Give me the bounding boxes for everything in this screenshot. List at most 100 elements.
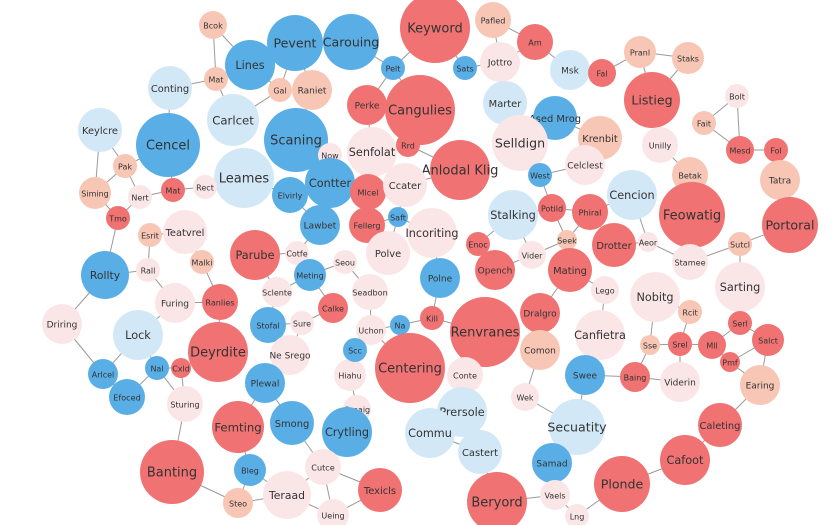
node-label: Crytling — [325, 426, 369, 439]
node-circle — [245, 363, 285, 403]
node: Cencel — [136, 113, 200, 177]
node: Hiahu — [334, 359, 366, 391]
node: Mll — [698, 331, 726, 359]
node-circle — [549, 399, 605, 455]
node-circle — [640, 335, 660, 355]
node-label: Raniet — [298, 87, 327, 97]
node-label: Lines — [235, 59, 264, 72]
node-label: Furing — [161, 300, 189, 310]
node: Lock — [113, 310, 163, 360]
node-label: Cafoot — [667, 454, 704, 467]
node-circle — [190, 250, 214, 274]
node: Conting — [148, 66, 192, 110]
node-circle — [538, 194, 566, 222]
node-label: Meting — [296, 272, 323, 281]
node-circle — [290, 311, 314, 335]
node-circle — [405, 408, 455, 458]
node-circle — [668, 332, 692, 356]
node-label: Cotfe — [286, 250, 307, 259]
node: Deyrdite — [188, 322, 248, 382]
node: Jottro — [480, 42, 520, 82]
node-circle — [212, 401, 264, 453]
node-label: Sarting — [720, 281, 760, 294]
node: Arlcel — [88, 359, 118, 389]
node: Wek — [511, 383, 539, 411]
node: Marter — [483, 81, 527, 125]
node: Fait — [692, 111, 716, 135]
node-label: Elvirly — [278, 191, 303, 201]
node: Gal — [268, 78, 292, 102]
node-label: Castert — [462, 448, 498, 459]
node: Leames — [214, 148, 274, 208]
node-label: Wek — [517, 394, 534, 403]
node-label: Fol — [770, 147, 781, 156]
node-label: Beryord — [471, 496, 522, 511]
node-label: Canfietra — [574, 329, 626, 342]
node: Mat — [204, 67, 228, 91]
node-label: Rect — [196, 184, 214, 193]
node: Perke — [347, 85, 387, 125]
node: Lines — [225, 40, 275, 90]
node-circle — [317, 499, 349, 525]
node-label: Driring — [47, 321, 78, 331]
node-label: Nobitg — [636, 291, 673, 304]
node-circle — [161, 178, 185, 202]
node-circle — [81, 251, 129, 299]
node-circle — [343, 338, 367, 362]
node: Parube — [230, 230, 280, 280]
node: Baing — [620, 362, 650, 392]
node-label: Plewal — [251, 380, 280, 390]
node-circle — [204, 67, 228, 91]
node-label: Msk — [561, 67, 579, 77]
node-label: Saft — [390, 214, 406, 223]
node-label: Polve — [375, 249, 401, 260]
node: Drotter — [592, 223, 636, 267]
node: Unilly — [642, 127, 678, 163]
node-circle — [726, 136, 754, 164]
node-circle — [762, 197, 818, 253]
node-circle — [447, 357, 483, 393]
node-circle — [672, 244, 708, 280]
node-label: Calke — [322, 305, 344, 314]
node-circle — [358, 468, 402, 512]
node-label: Ased Mrog — [529, 114, 581, 125]
node-circle — [575, 310, 625, 360]
node: Banting — [140, 440, 204, 504]
node: Pranl — [624, 36, 656, 68]
node-circle — [347, 85, 387, 125]
node: Celclest — [565, 145, 605, 185]
node-label: Opench — [478, 267, 513, 277]
node-circle — [672, 42, 704, 74]
node-label: Comon — [524, 347, 556, 357]
node-label: Renvranes — [451, 326, 520, 341]
node: Pevent — [267, 15, 323, 71]
node-circle — [592, 223, 636, 267]
node-label: Nal — [150, 365, 163, 374]
node-label: Ne Srego — [269, 352, 311, 362]
node-circle — [109, 379, 145, 415]
node-label: Drotter — [596, 241, 632, 252]
node: Cafoot — [660, 435, 710, 485]
node-circle — [517, 24, 553, 60]
node-circle — [453, 56, 477, 80]
node: Texicls — [358, 468, 402, 512]
node-circle — [528, 163, 552, 187]
node: Comon — [520, 330, 560, 370]
node-circle — [760, 160, 800, 200]
node-circle — [450, 297, 520, 367]
node-circle — [396, 133, 420, 157]
node-circle — [42, 304, 82, 344]
node: Secuatity — [547, 399, 607, 455]
node: Renvranes — [450, 297, 520, 367]
node-label: Mesd — [729, 147, 750, 156]
node: Aeor — [638, 232, 658, 252]
node-label: Am — [528, 38, 542, 48]
node-circle — [400, 0, 470, 63]
node-circle — [388, 207, 408, 227]
node-circle — [407, 208, 457, 258]
node-circle — [532, 443, 572, 483]
node-label: Texicls — [363, 486, 396, 497]
node-circle — [420, 306, 444, 330]
node: Fol — [764, 138, 788, 162]
node: Smong — [270, 401, 314, 445]
